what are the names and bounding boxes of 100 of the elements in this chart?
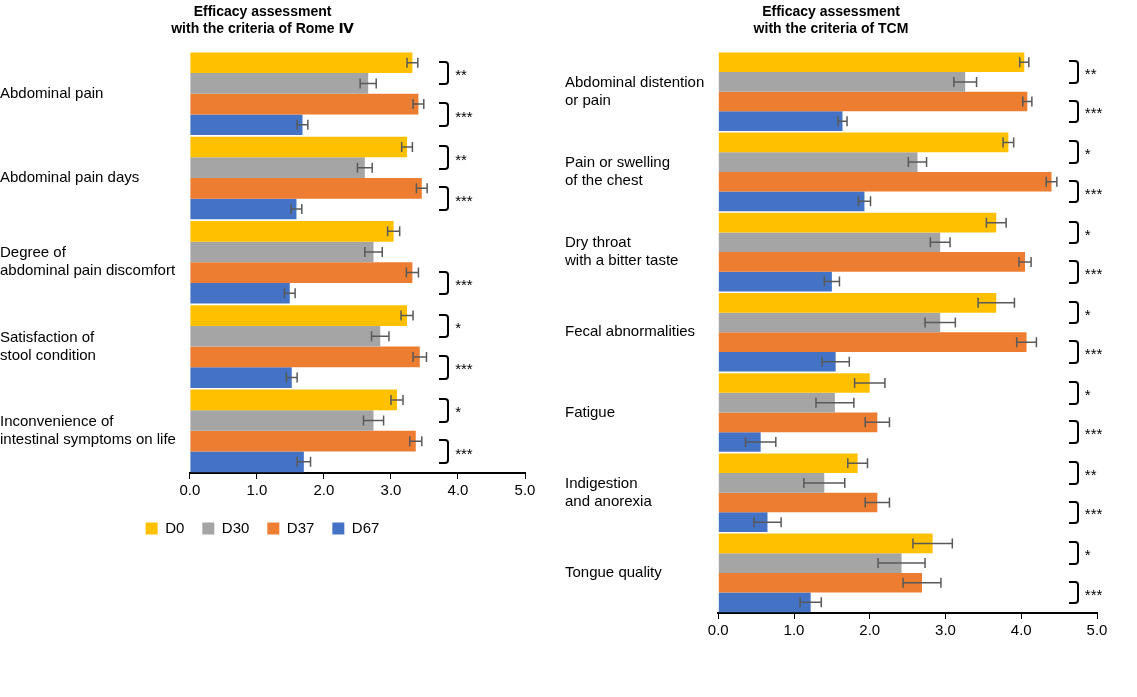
annotation: * bbox=[455, 319, 462, 337]
annotation: *** bbox=[1084, 585, 1103, 603]
bar bbox=[190, 389, 397, 411]
bar bbox=[718, 232, 941, 253]
x-tick-label: 1.0 bbox=[246, 481, 268, 499]
annotation: *** bbox=[1084, 425, 1103, 443]
y-tick-label: Satisfaction of stool condition bbox=[0, 327, 96, 363]
bar bbox=[718, 533, 933, 554]
bar bbox=[718, 412, 878, 433]
y-tick-label: Fecal abnormalities bbox=[565, 322, 696, 340]
y-tick-label: Fatigue bbox=[565, 402, 616, 420]
x-tick-label: 3.0 bbox=[935, 621, 956, 639]
annotation: * bbox=[455, 403, 462, 421]
x-tick-label: 5.0 bbox=[1086, 621, 1108, 639]
bar bbox=[718, 171, 1052, 192]
bar bbox=[718, 392, 835, 413]
annotation: *** bbox=[1084, 264, 1103, 282]
bar bbox=[718, 252, 1026, 272]
bar bbox=[718, 312, 941, 333]
bar bbox=[718, 132, 1009, 153]
annotation: *** bbox=[1084, 345, 1103, 363]
bar bbox=[718, 453, 858, 474]
x-tick-label: 3.0 bbox=[380, 481, 402, 499]
bar bbox=[190, 282, 290, 304]
bar bbox=[718, 152, 918, 172]
bar bbox=[718, 91, 1028, 112]
x-tick-label: 0.0 bbox=[179, 481, 201, 499]
annotation: * bbox=[1084, 145, 1091, 163]
legend-label: D67 bbox=[351, 518, 380, 536]
x-tick-label: 2.0 bbox=[313, 481, 335, 499]
legend-label: D30 bbox=[221, 518, 250, 536]
bar bbox=[718, 351, 836, 372]
bar bbox=[190, 305, 408, 326]
annotation: ** bbox=[1084, 65, 1097, 83]
bar bbox=[718, 492, 878, 513]
annotation: * bbox=[1084, 225, 1091, 243]
x-tick-label: 4.0 bbox=[1010, 621, 1032, 639]
bar bbox=[718, 111, 843, 131]
annotation: *** bbox=[455, 107, 473, 125]
annotation: *** bbox=[455, 444, 473, 462]
bar bbox=[718, 191, 865, 212]
y-tick-label: Indigestion and anorexia bbox=[565, 473, 653, 509]
bar bbox=[718, 592, 811, 613]
y-tick-label: Dry throat with a bitter taste bbox=[564, 233, 679, 269]
bar bbox=[718, 432, 761, 452]
bar bbox=[190, 73, 369, 94]
bar bbox=[190, 52, 413, 74]
bar bbox=[718, 373, 870, 393]
bar bbox=[718, 52, 1025, 73]
bar bbox=[190, 114, 303, 136]
chart-title: Efficacy assessment with the criteria of Rome Ⅳ bbox=[170, 3, 355, 37]
y-tick-label: Degree of abdominal pain discomfort bbox=[0, 243, 176, 279]
annotation: * bbox=[1084, 385, 1091, 403]
y-tick-label: Inconvenience of intestinal symptoms on life bbox=[0, 412, 176, 447]
legend-label: D37 bbox=[286, 518, 315, 536]
y-tick-label: Abdominal pain bbox=[0, 83, 104, 101]
annotation: *** bbox=[455, 360, 473, 378]
y-tick-label: Pain or swelling of the chest bbox=[565, 153, 671, 189]
bar bbox=[718, 473, 825, 493]
bar bbox=[190, 221, 394, 242]
bar bbox=[190, 367, 292, 388]
bar bbox=[190, 198, 297, 220]
annotation: * bbox=[1084, 546, 1091, 564]
annotation: ** bbox=[455, 66, 467, 84]
x-tick-label: 1.0 bbox=[783, 621, 805, 639]
bar bbox=[718, 553, 902, 573]
bar bbox=[718, 212, 997, 233]
bar bbox=[190, 451, 304, 473]
y-tick-label: Abdominal pain days bbox=[0, 168, 140, 186]
bar bbox=[190, 136, 408, 158]
annotation: * bbox=[1084, 305, 1091, 323]
bar bbox=[190, 430, 416, 452]
annotation: *** bbox=[1084, 184, 1103, 202]
y-tick-label: Tongue quality bbox=[565, 563, 663, 581]
legend-label: D0 bbox=[165, 518, 185, 536]
x-tick-label: 2.0 bbox=[859, 621, 881, 639]
bar bbox=[718, 72, 966, 92]
bar bbox=[718, 512, 768, 532]
annotation: *** bbox=[455, 191, 473, 209]
bar bbox=[190, 157, 365, 179]
bar bbox=[190, 325, 381, 347]
x-tick-label: 0.0 bbox=[707, 621, 729, 639]
x-tick-label: 4.0 bbox=[447, 481, 469, 499]
bar bbox=[190, 346, 420, 368]
bar bbox=[190, 93, 419, 115]
bar bbox=[190, 178, 422, 199]
annotation: *** bbox=[455, 276, 473, 294]
y-tick-label: Abdominal distention or pain bbox=[565, 72, 705, 108]
bar bbox=[190, 410, 374, 431]
annotation: ** bbox=[1084, 466, 1097, 484]
annotation: ** bbox=[455, 150, 467, 168]
bar bbox=[190, 262, 413, 283]
chart-title: Efficacy assessment with the criteria of TCM bbox=[752, 3, 909, 37]
bar bbox=[190, 241, 374, 263]
bar bbox=[718, 332, 1027, 352]
bar bbox=[718, 293, 997, 313]
annotation: *** bbox=[1084, 104, 1103, 122]
bar bbox=[718, 271, 832, 292]
bar bbox=[718, 572, 923, 593]
annotation: *** bbox=[1084, 505, 1103, 523]
